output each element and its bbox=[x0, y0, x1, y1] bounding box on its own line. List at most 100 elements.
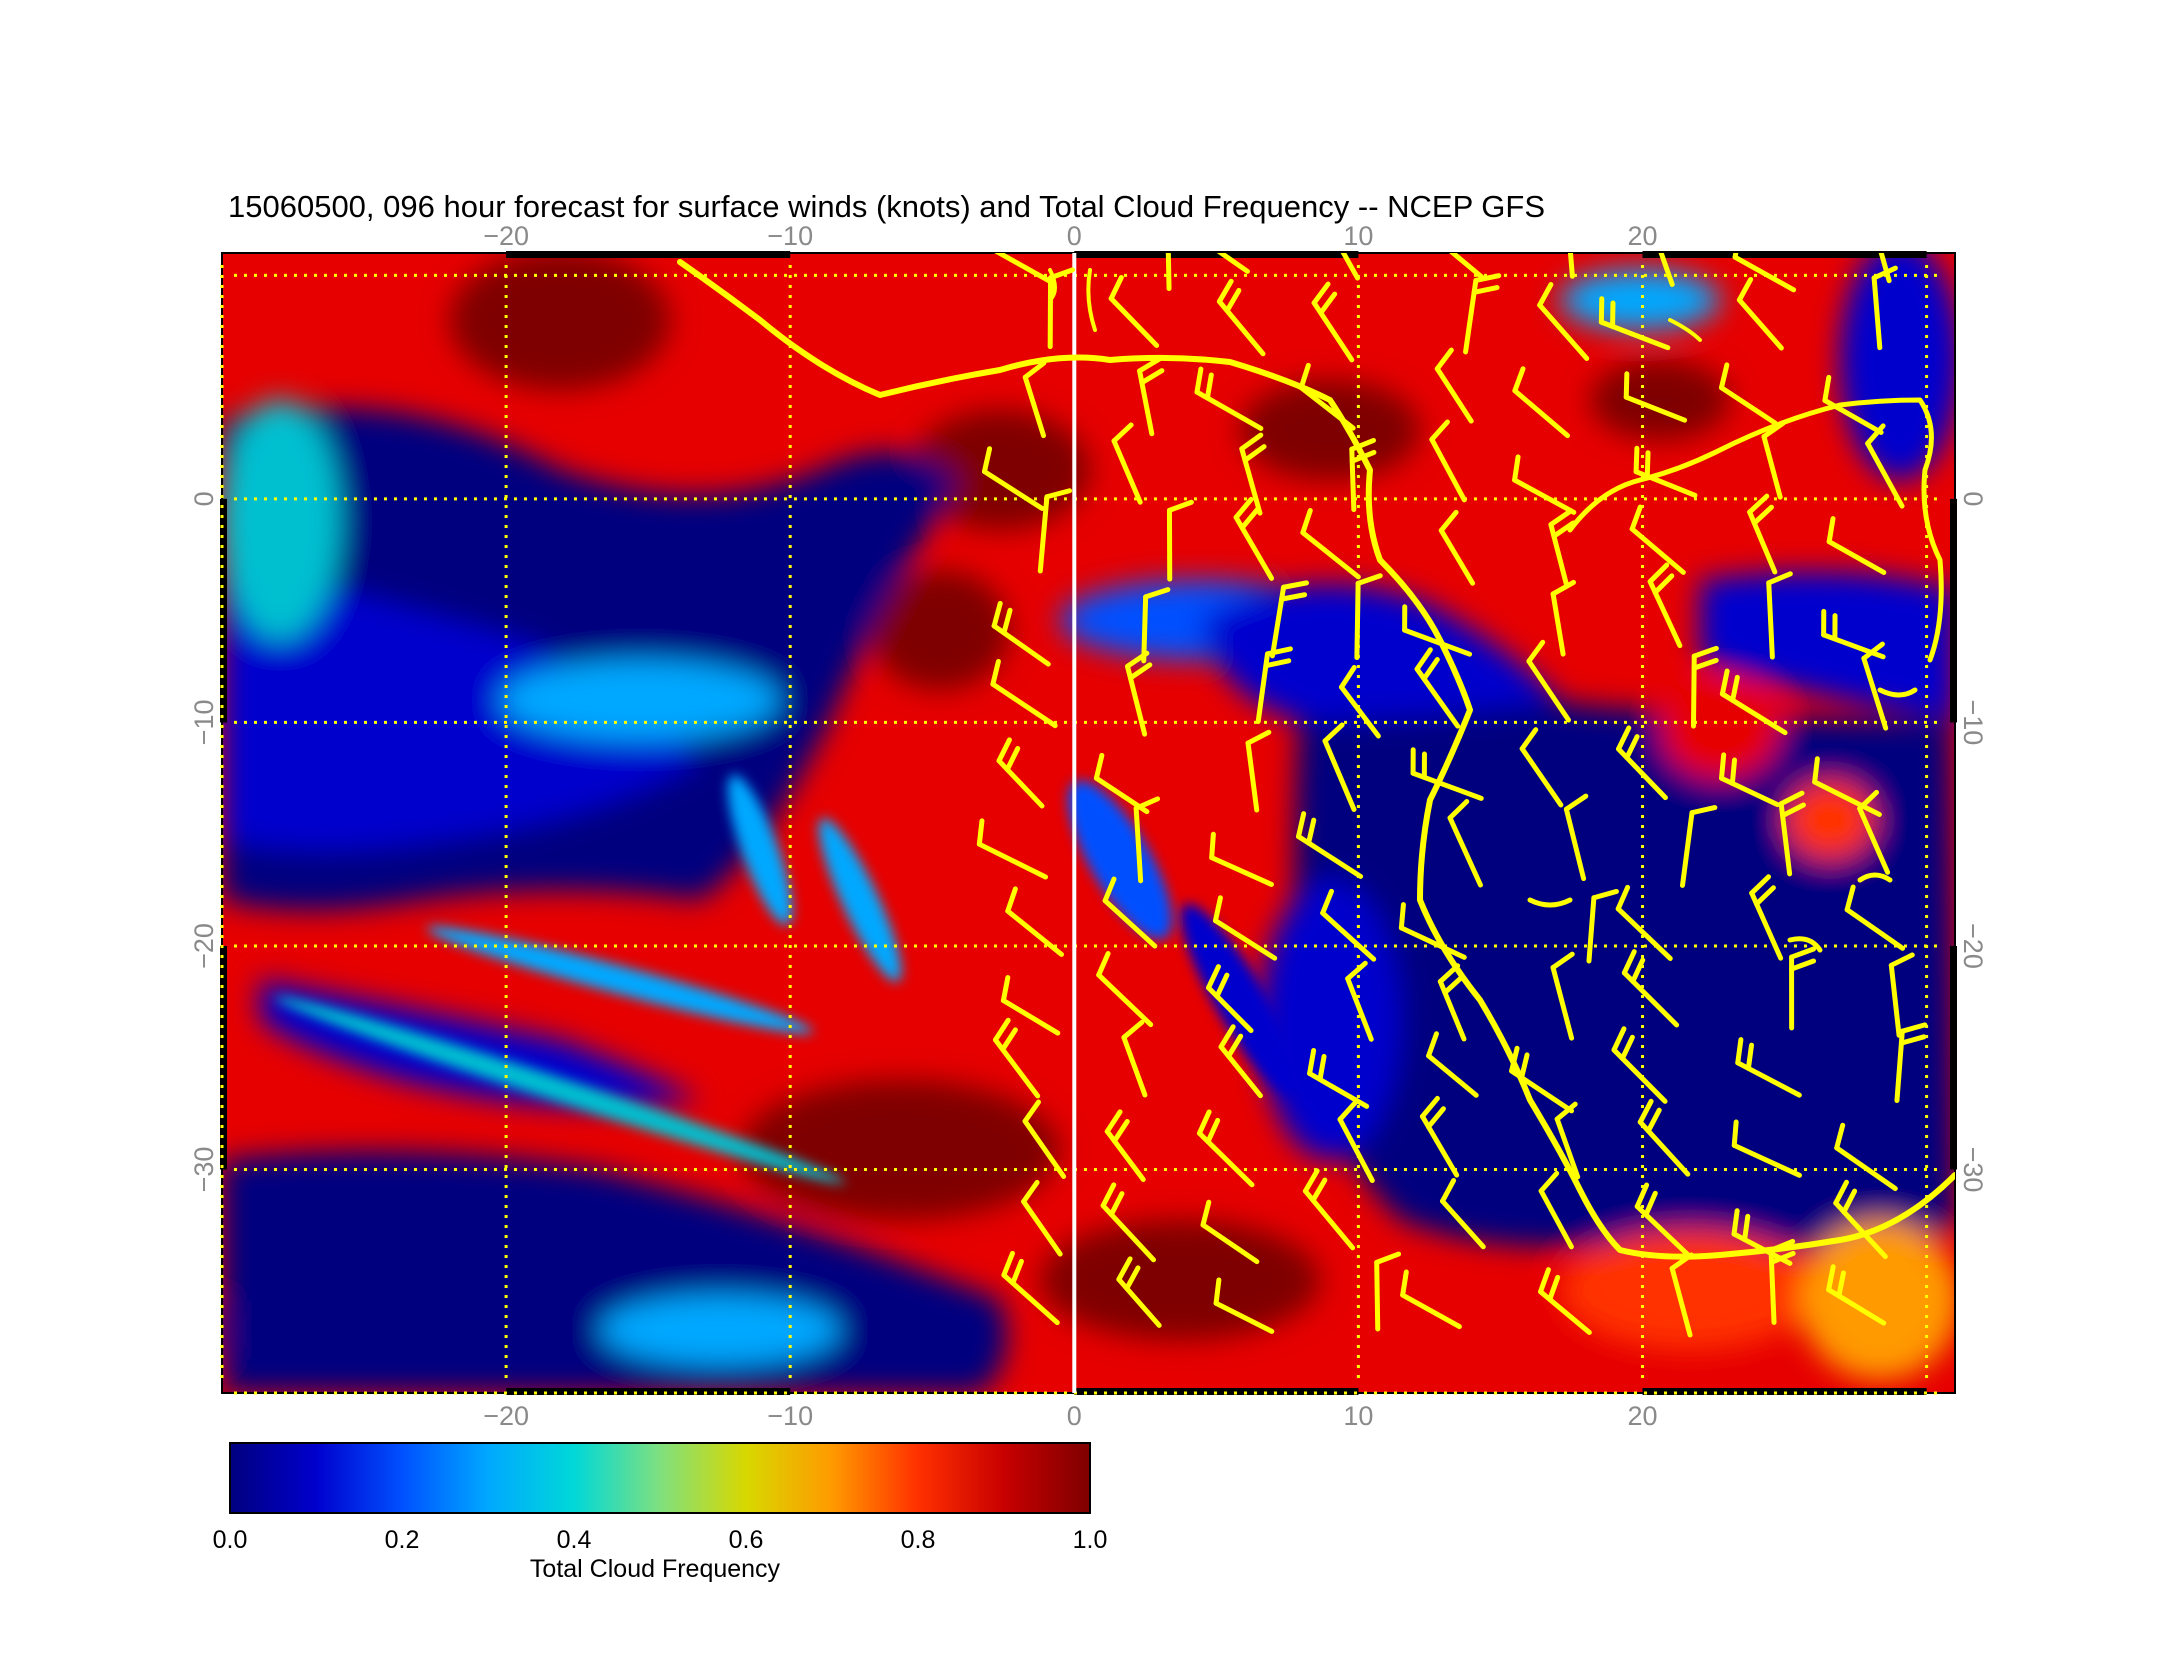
wind-barb bbox=[1047, 267, 1076, 350]
lat-tick-label: −30 bbox=[1958, 1147, 1988, 1193]
wind-barb bbox=[1634, 1182, 1692, 1259]
wind-barb bbox=[1647, 562, 1683, 649]
wind-barb bbox=[1096, 951, 1154, 1028]
lon-tick-label: 20 bbox=[1627, 221, 1657, 251]
wind-barb bbox=[1426, 1031, 1479, 1098]
colorbar-tick-label: 0.0 bbox=[213, 1526, 248, 1554]
lon-tick-label: 0 bbox=[1067, 221, 1082, 251]
wind-barb bbox=[1005, 886, 1065, 957]
wind-barb bbox=[1679, 805, 1718, 888]
wind-barb bbox=[1133, 796, 1161, 884]
colorbar: 0.0 0.2 0.4 0.6 0.8 1.0 Total Cloud Frequency bbox=[213, 1442, 1108, 1583]
lat-tick-label: 0 bbox=[189, 491, 219, 506]
wind-barb bbox=[1718, 362, 1778, 426]
frame-tick-segment bbox=[1074, 251, 1359, 258]
lon-tick-label: −10 bbox=[767, 221, 813, 251]
wind-barb bbox=[1125, 650, 1153, 737]
lat-tick-label: −10 bbox=[189, 700, 219, 746]
wind-barb bbox=[1311, 281, 1355, 363]
wind-barb bbox=[1212, 895, 1278, 961]
lat-tick-label: −30 bbox=[189, 1147, 219, 1193]
wind-barb bbox=[1669, 1252, 1694, 1338]
wind-barb bbox=[1447, 799, 1483, 888]
wind-barb bbox=[1736, 276, 1784, 351]
wind-barb bbox=[1100, 1182, 1157, 1263]
wind-barb bbox=[1245, 729, 1272, 813]
wind-barb bbox=[1165, 253, 1172, 292]
wind-barb bbox=[1166, 499, 1194, 582]
wind-barb bbox=[1861, 641, 1889, 731]
wind-barb bbox=[976, 818, 1049, 880]
figure-title: 15060500, 096 hour forecast for surface … bbox=[228, 189, 1545, 224]
wind-barb bbox=[1563, 793, 1589, 882]
wind-barb bbox=[1300, 507, 1361, 580]
lat-tick-label: −10 bbox=[1958, 700, 1988, 746]
wind-barb bbox=[1647, 253, 1675, 287]
wind-barb bbox=[1629, 504, 1686, 575]
wind-barb bbox=[1621, 949, 1680, 1028]
colorbar-tick-label: 0.6 bbox=[729, 1526, 764, 1554]
wind-barb bbox=[1001, 1250, 1060, 1326]
wind-barb bbox=[1323, 253, 1361, 281]
lon-tick-label: −10 bbox=[767, 1401, 813, 1431]
wind-barb bbox=[1414, 647, 1461, 729]
wind-barb bbox=[1213, 1277, 1275, 1334]
frame-tick-segment bbox=[506, 1388, 791, 1395]
wind-barb bbox=[1400, 1269, 1462, 1330]
wind-barb bbox=[1320, 888, 1377, 962]
wind-barb bbox=[1419, 1095, 1460, 1178]
wind-barb bbox=[1761, 420, 1786, 500]
wind-barb bbox=[1538, 1267, 1592, 1335]
colorbar-tick-label: 0.4 bbox=[557, 1526, 592, 1554]
wind-barb bbox=[1526, 639, 1572, 723]
wind-barb bbox=[1857, 789, 1891, 875]
wind-barb bbox=[1615, 884, 1673, 961]
colorbar-ticks: 0.0 0.2 0.4 0.6 0.8 1.0 bbox=[213, 1526, 1108, 1554]
wind-barb bbox=[1218, 1024, 1263, 1099]
wind-barb bbox=[1022, 1099, 1067, 1179]
wind-barb bbox=[1429, 419, 1467, 503]
wind-barb bbox=[1550, 579, 1576, 657]
wind-barb bbox=[1037, 488, 1073, 574]
lon-tick-label: 10 bbox=[1343, 1401, 1373, 1431]
wind-barb bbox=[1337, 1099, 1375, 1184]
wind-barb bbox=[1349, 437, 1377, 513]
wind-barb bbox=[1439, 1178, 1486, 1250]
wind-barb bbox=[1141, 587, 1171, 664]
wind-barb bbox=[1296, 811, 1364, 879]
longitude-labels-top: −20 −10 0 10 20 bbox=[483, 221, 1657, 251]
lat-tick-label: −20 bbox=[189, 923, 219, 969]
wind-barb bbox=[1437, 963, 1467, 1042]
wind-barb bbox=[1102, 876, 1158, 949]
wind-barb bbox=[1108, 274, 1160, 348]
wind-barb bbox=[1402, 604, 1473, 657]
wind-barb bbox=[1537, 282, 1590, 361]
wind-barb bbox=[1022, 360, 1047, 439]
wind-barb bbox=[1564, 253, 1575, 279]
wind-barb bbox=[1586, 888, 1619, 964]
wind-barb bbox=[1554, 1101, 1581, 1180]
wind-barb bbox=[1719, 668, 1788, 736]
wind-barbs bbox=[976, 253, 1928, 1338]
wind-barb bbox=[1298, 362, 1356, 431]
colorbar-gradient bbox=[229, 1442, 1091, 1514]
wind-barb bbox=[1410, 747, 1484, 801]
wind-barb bbox=[1749, 874, 1784, 961]
colorbar-tick-label: 0.8 bbox=[901, 1526, 936, 1554]
longitude-labels-bottom: −20 −10 0 10 20 bbox=[483, 1401, 1657, 1431]
frame-tick-segment bbox=[1642, 251, 1927, 258]
wind-barb bbox=[1789, 946, 1817, 1031]
wind-barb bbox=[1538, 1170, 1574, 1250]
wind-barb bbox=[1233, 496, 1275, 581]
wind-barb bbox=[1611, 1026, 1668, 1104]
wind-barb bbox=[1616, 725, 1668, 801]
colorbar-label: Total Cloud Frequency bbox=[530, 1555, 781, 1583]
wind-barb bbox=[1200, 1199, 1260, 1265]
wind-barb bbox=[1844, 884, 1906, 951]
lon-tick-label: 0 bbox=[1067, 1401, 1082, 1431]
wind-barb bbox=[1194, 366, 1264, 431]
wind-barb bbox=[1865, 423, 1905, 509]
wind-barb bbox=[992, 1017, 1041, 1099]
wind-barb bbox=[1111, 422, 1143, 505]
wind-barb bbox=[1345, 960, 1374, 1042]
